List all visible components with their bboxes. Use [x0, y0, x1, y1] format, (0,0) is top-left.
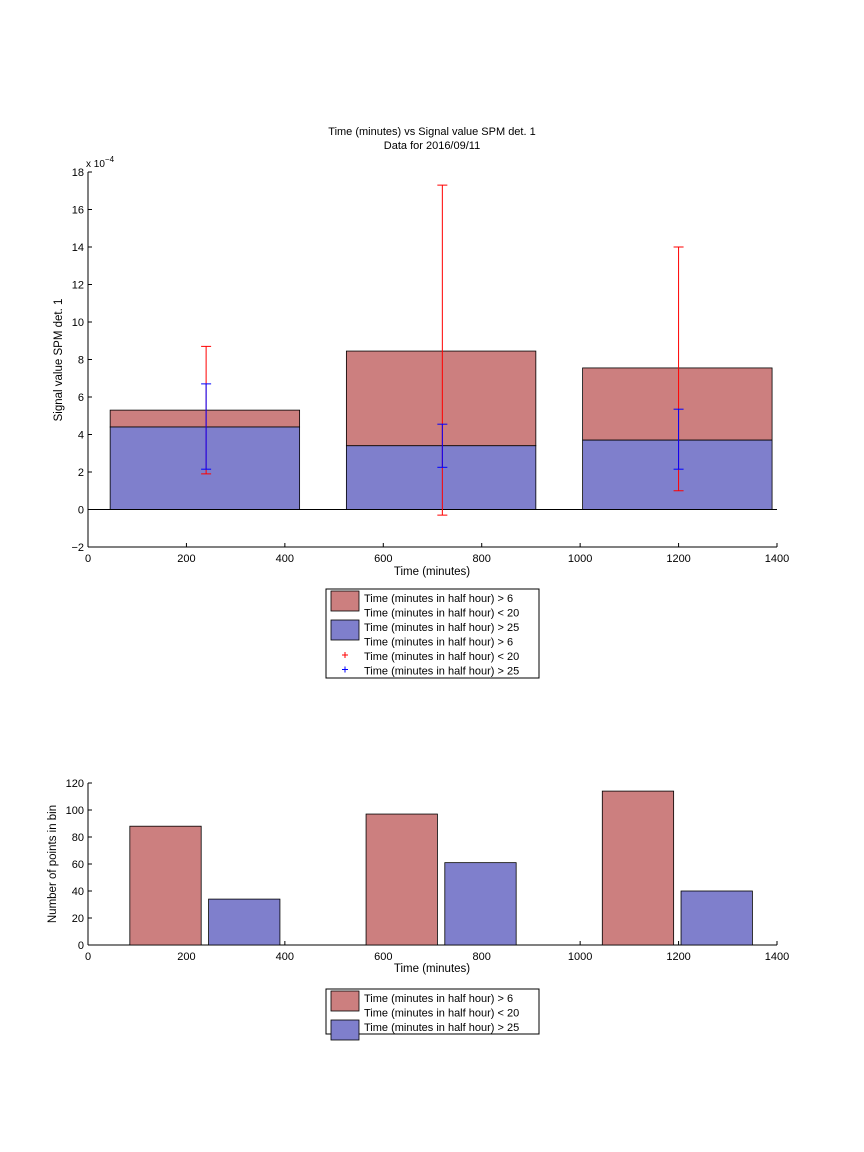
y-tick-label: 80 [72, 832, 84, 844]
y-exponent-label: x 10−4 [86, 155, 115, 170]
legend-swatch [330, 990, 360, 1012]
y-tick-label: 8 [78, 355, 84, 367]
chart1-y-axis-label: Signal value SPM det. 1 [53, 299, 65, 422]
chart2-plot-area: 0 200 400 600 800 1000 1200 1400 0 20 40 60 80 100 120 [66, 778, 790, 963]
chart1-plot-area: 0 200 400 600 800 1000 1200 1400−20246810121416… [71, 167, 789, 565]
legend-label: Time (minutes in half hour) < 20 [364, 651, 519, 663]
chart2-x-axis-label: Time (minutes) [394, 963, 470, 975]
legend-label: Time (minutes in half hour) > 25 [364, 1022, 519, 1034]
y-tick-label: 0 [78, 505, 84, 517]
x-tick-label: 1200 [666, 951, 690, 963]
y-tick-label: 6 [78, 392, 84, 404]
y-tick-label: 18 [72, 167, 84, 179]
chart1-subtitle: Data for 2016/09/11 [384, 140, 480, 152]
chart1-title: Time (minutes) vs Signal value SPM det. … [328, 126, 535, 138]
bar-lower-segment [582, 439, 773, 510]
y-tick-label: 60 [72, 859, 84, 871]
x-tick-label: 200 [177, 553, 195, 565]
legend-box [325, 988, 540, 1035]
x-tick-label: 0 [85, 553, 91, 565]
count-bar [601, 790, 675, 946]
x-tick-label: 1200 [666, 553, 690, 565]
count-bar [129, 825, 202, 946]
x-tick-label: 200 [177, 951, 195, 963]
legend-label: Time (minutes in half hour) > 25 [364, 622, 519, 634]
chart1-legend: Time (minutes in half hour) > 6 Time (min… [325, 588, 540, 679]
x-tick-label: 1400 [765, 553, 789, 565]
legend-label: Time (minutes in half hour) > 25 [364, 666, 519, 678]
x-tick-label: 1000 [568, 553, 592, 565]
x-tick-label: 800 [473, 553, 491, 565]
legend-swatch [330, 590, 360, 612]
y-tick-label: 2 [78, 467, 84, 479]
legend-label: Time (minutes in half hour) > 6 [364, 637, 513, 649]
count-bar [444, 862, 517, 946]
legend-label: Time (minutes in half hour) > 6 [364, 593, 513, 605]
y-tick-label: 14 [72, 242, 84, 254]
legend-label: Time (minutes in half hour) > 6 [364, 993, 513, 1005]
legend-swatch [330, 1019, 360, 1041]
y-tick-label: 100 [66, 805, 84, 817]
y-tick-label: 16 [72, 205, 84, 217]
bar-upper-segment [582, 367, 773, 441]
svg-text:x 10−4: x 10−4 [86, 155, 115, 170]
y-tick-label: 20 [72, 913, 84, 925]
bar-lower-segment [345, 445, 537, 510]
x-tick-label: 600 [374, 553, 392, 565]
chart2-legend: Time (minutes in half hour) > 6 Time (min… [325, 988, 540, 1041]
y-exponent-prefix: x 10 [86, 159, 105, 170]
y-exponent-power: −4 [105, 155, 115, 164]
y-tick-label: 40 [72, 886, 84, 898]
x-tick-label: 1400 [765, 951, 789, 963]
x-tick-label: 400 [276, 951, 294, 963]
bar-lower-segment [109, 426, 301, 510]
y-tick-label: −2 [71, 542, 84, 554]
legend-label: Time (minutes in half hour) < 20 [364, 608, 519, 620]
bar-upper-segment [345, 350, 537, 447]
legend-label: Time (minutes in half hour) < 20 [364, 1008, 519, 1020]
x-tick-label: 400 [276, 553, 294, 565]
count-bar [365, 813, 438, 946]
x-tick-label: 600 [374, 951, 392, 963]
y-tick-label: 0 [78, 940, 84, 952]
signal-chart: Time (minutes) vs Signal value SPM det. … [53, 126, 789, 679]
legend-swatch [330, 619, 360, 641]
chart2-y-axis-label: Number of points in bin [47, 805, 59, 923]
count-bar [680, 890, 753, 946]
y-tick-label: 10 [72, 317, 84, 329]
count-chart: 0 200 400 600 800 1000 1200 1400 0 20 40 60 80 100 120… [47, 778, 790, 1041]
x-tick-label: 1000 [568, 951, 592, 963]
y-tick-label: 120 [66, 778, 84, 790]
x-tick-label: 800 [473, 951, 491, 963]
legend-box [325, 588, 540, 679]
count-bar [208, 898, 281, 946]
y-tick-label: 4 [78, 430, 84, 442]
y-tick-label: 12 [72, 280, 84, 292]
x-tick-label: 0 [85, 951, 91, 963]
bar-upper-segment [109, 409, 301, 428]
chart1-x-axis-label: Time (minutes) [394, 566, 470, 578]
